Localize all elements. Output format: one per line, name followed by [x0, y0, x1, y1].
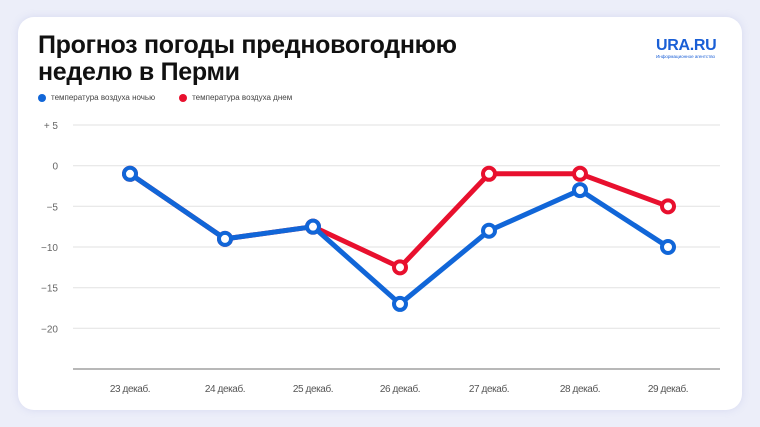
- x-tick-label: 26 декаб.: [380, 383, 420, 395]
- x-tick-label: 24 декаб.: [205, 383, 245, 395]
- legend-dot-night: [38, 93, 46, 102]
- x-tick-label: 23 декаб.: [110, 383, 150, 395]
- logo-text: URA.RU: [656, 37, 717, 54]
- data-point-night: [122, 165, 138, 182]
- x-tick-label: 29 декаб.: [648, 383, 688, 395]
- x-tick-label: 25 декаб.: [293, 383, 333, 395]
- chart-card: [18, 17, 742, 410]
- data-point-day: [481, 165, 497, 182]
- y-tick-label: −20: [41, 324, 58, 335]
- data-point-day: [660, 198, 676, 215]
- legend-item-night: температура воздуха ночью: [38, 93, 155, 102]
- y-tick-label: −5: [47, 202, 59, 213]
- y-tick-label: −15: [41, 284, 58, 295]
- data-point-night: [572, 182, 588, 199]
- data-point-night: [305, 218, 321, 235]
- y-tick-label: −10: [41, 243, 58, 254]
- data-point-day: [572, 165, 588, 182]
- y-tick-label: + 5: [44, 121, 59, 132]
- data-point-day: [392, 259, 408, 276]
- title-line-1: Прогноз погоды предновогоднюю: [38, 31, 457, 59]
- legend-label-day: температура воздуха днем: [192, 93, 293, 102]
- x-tick-label: 28 декаб.: [560, 383, 600, 395]
- data-point-night: [660, 239, 676, 255]
- legend: температура воздуха ночью температура во…: [38, 93, 292, 102]
- x-tick-label: 27 декаб.: [469, 383, 509, 395]
- data-point-night: [217, 230, 233, 247]
- logo-subtitle: Информационное агентство: [656, 54, 716, 59]
- y-tick-label: 0: [52, 162, 58, 173]
- ura-ru-logo: URA.RU Информационное агентство: [656, 37, 717, 59]
- data-point-night: [481, 222, 497, 239]
- legend-item-day: температура воздуха днем: [179, 93, 292, 102]
- title-line-2: неделю в Перми: [38, 58, 240, 86]
- chart-title: Прогноз погоды предновогоднюю неделю в П…: [38, 32, 457, 86]
- legend-dot-day: [179, 93, 188, 102]
- data-point-night: [392, 295, 408, 312]
- legend-label-night: температура воздуха ночью: [51, 93, 156, 102]
